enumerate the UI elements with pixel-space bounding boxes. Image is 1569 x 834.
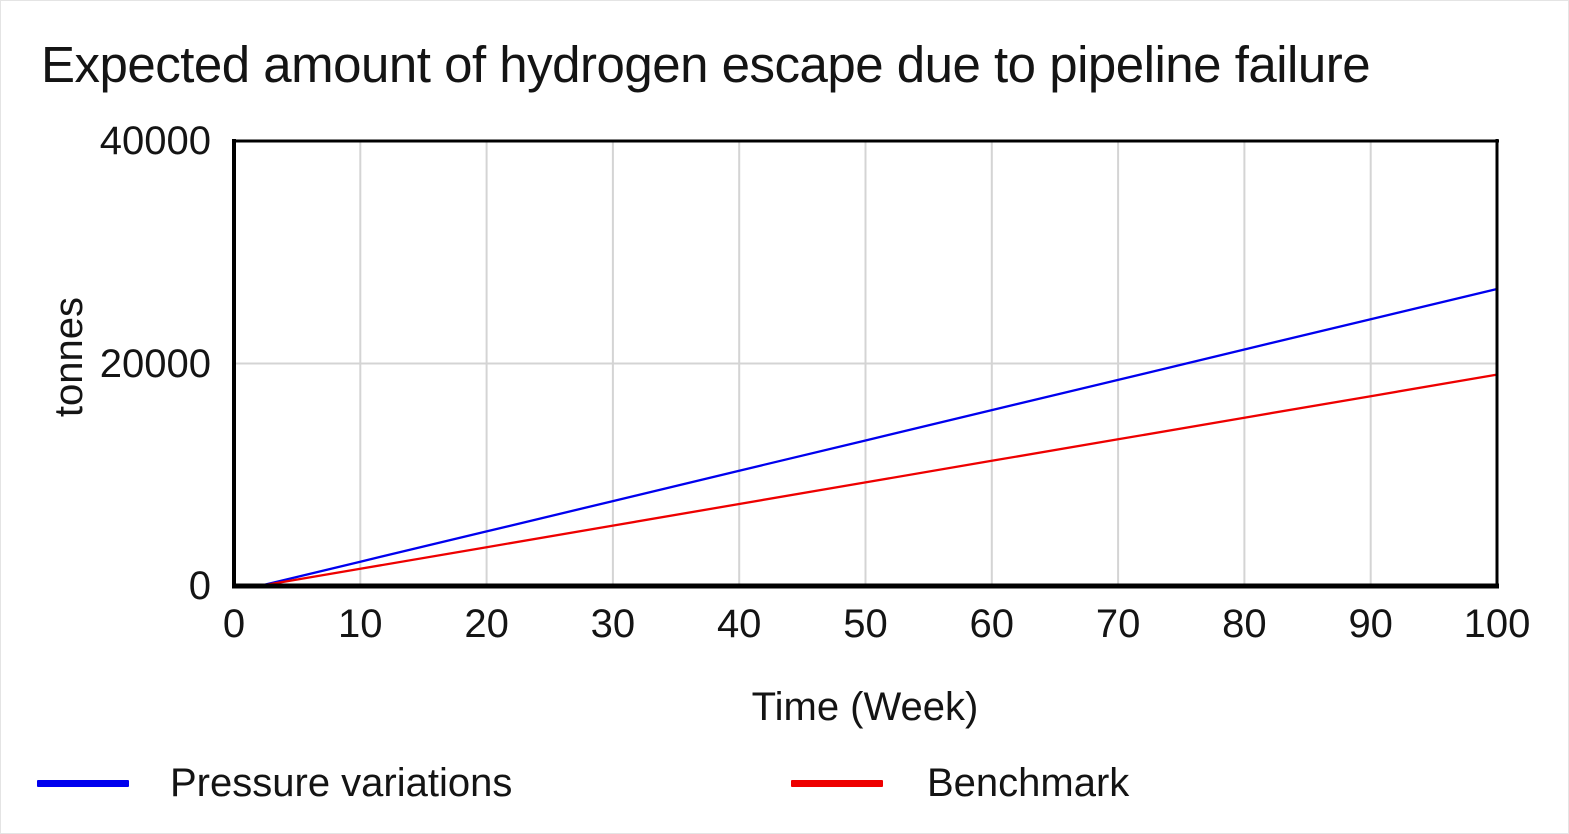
y-tick-label-20000: 20000 (99, 341, 211, 386)
y-axis-label: tonnes (47, 297, 91, 418)
x-tick-label-10: 10 (338, 602, 383, 646)
benchmark-line-swatch (791, 779, 883, 787)
x-tick-label-60: 60 (969, 602, 1015, 646)
chart-title: Expected amount of hydrogen escape due t… (41, 36, 1371, 93)
pressure-variations-line-swatch (37, 779, 129, 787)
x-tick-label-100: 100 (1463, 602, 1531, 646)
x-tick-label-40: 40 (716, 602, 762, 646)
x-axis-label: Time (Week) (751, 685, 979, 729)
x-tick-label-0: 0 (222, 602, 246, 646)
x-tick-label-90: 90 (1348, 602, 1393, 646)
y-tick-label-0: 0 (188, 564, 211, 608)
x-tick-label-30: 30 (590, 602, 636, 646)
x-tick-label-70: 70 (1095, 602, 1141, 646)
x-tick-label-20: 20 (464, 602, 509, 646)
y-tick-label-40000: 40000 (99, 119, 211, 163)
x-tick-label-50: 50 (843, 602, 888, 646)
series-line-pressure-variations (234, 287, 1498, 588)
legend-item-benchmark: Benchmark (791, 761, 1129, 805)
x-tick-label-80: 80 (1222, 602, 1267, 646)
series-line-benchmark (234, 373, 1498, 588)
benchmark-legend-label: Benchmark (927, 761, 1130, 805)
legend-item-pressure-variations: Pressure variations (37, 761, 512, 805)
pressure-variations-legend-label: Pressure variations (170, 761, 513, 805)
